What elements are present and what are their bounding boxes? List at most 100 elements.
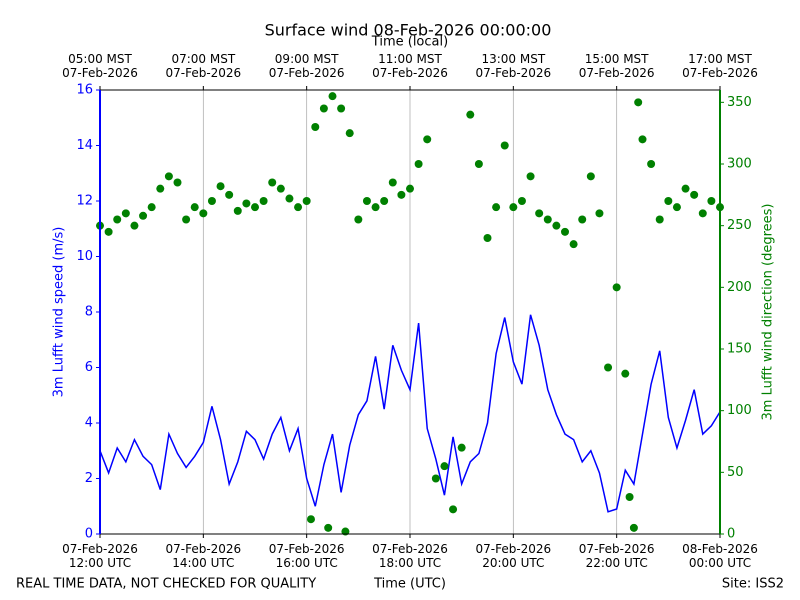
direction-point	[328, 92, 337, 101]
direction-point	[190, 203, 199, 212]
direction-point	[216, 182, 225, 191]
x2-tick-label: 11:00 MST 07-Feb-2026	[372, 52, 448, 80]
x2-axis-title: Time (local)	[371, 35, 448, 50]
direction-point	[655, 215, 664, 224]
direction-point	[517, 197, 526, 205]
x2-tick-label: 05:00 MST 07-Feb-2026	[62, 52, 138, 80]
direction-point	[345, 129, 354, 138]
direction-point	[164, 172, 173, 181]
y-tick-label: 6	[85, 360, 93, 375]
direction-point	[268, 178, 277, 187]
direction-point	[276, 184, 285, 193]
y2-axis-title: 3m Lufft wind direction (degrees)	[761, 204, 776, 421]
direction-point	[552, 221, 561, 230]
direction-point	[681, 184, 690, 193]
direction-point	[500, 141, 509, 150]
direction-point	[449, 505, 458, 514]
direction-point	[535, 209, 544, 218]
y-tick-label: 2	[85, 471, 93, 486]
y-tick-label: 8	[85, 305, 93, 320]
y-tick-label: 14	[76, 138, 93, 153]
direction-point	[543, 215, 552, 224]
direction-point	[104, 227, 113, 236]
direction-point	[147, 203, 156, 212]
direction-point	[638, 135, 647, 144]
direction-point	[173, 178, 182, 187]
x-tick-label: 07-Feb-2026 20:00 UTC	[475, 542, 552, 570]
y-axis-title: 3m Lufft wind speed (m/s)	[52, 227, 67, 398]
direction-point	[139, 211, 148, 220]
direction-point	[285, 194, 294, 203]
direction-point	[337, 104, 346, 113]
x-tick-label: 07-Feb-2026 14:00 UTC	[165, 542, 242, 570]
direction-point	[259, 197, 268, 205]
direction-point	[207, 197, 216, 205]
y2-tick-label: 150	[727, 342, 752, 357]
direction-point	[474, 160, 483, 168]
y-tick-label: 4	[85, 416, 93, 431]
direction-point	[302, 197, 311, 205]
direction-point	[414, 160, 423, 168]
direction-point	[397, 190, 406, 199]
direction-point	[707, 197, 716, 205]
direction-point	[113, 215, 122, 224]
direction-point	[440, 462, 449, 471]
x2-tick-label: 13:00 MST 07-Feb-2026	[475, 52, 552, 80]
y-tick-label: 10	[76, 249, 93, 264]
x2-tick-label: 15:00 MST 07-Feb-2026	[578, 52, 655, 80]
direction-point	[466, 110, 475, 119]
speed-line	[99, 314, 721, 513]
y2-tick-label: 300	[727, 157, 752, 172]
direction-point	[625, 493, 634, 501]
y2-tick-label: 200	[727, 280, 752, 295]
direction-point	[509, 203, 518, 212]
direction-point	[311, 123, 320, 131]
y2-tick-label: 100	[727, 403, 752, 418]
direction-point	[388, 178, 397, 187]
direction-point	[319, 104, 328, 113]
x-tick-label: 07-Feb-2026 22:00 UTC	[578, 542, 655, 570]
direction-point	[561, 227, 569, 236]
y2-tick-label: 50	[727, 465, 744, 480]
direction-point	[371, 203, 380, 212]
direction-point	[526, 172, 535, 181]
chart-title: Surface wind 08-Feb-2026 00:00:00	[265, 21, 552, 40]
x2-tick-label: 09:00 MST 07-Feb-2026	[268, 52, 345, 80]
direction-point	[431, 474, 440, 483]
direction-point	[621, 369, 630, 378]
direction-point	[156, 184, 165, 193]
direction-point	[354, 215, 363, 224]
direction-point	[604, 363, 613, 372]
y2-tick-label: 350	[727, 95, 752, 110]
x-tick-label: 07-Feb-2026 18:00 UTC	[372, 542, 448, 570]
direction-point	[242, 199, 251, 208]
y2-tick-label: 0	[727, 527, 735, 542]
direction-point	[634, 98, 643, 107]
x2-tick-label: 17:00 MST 07-Feb-2026	[682, 52, 758, 80]
direction-point	[130, 221, 139, 230]
direction-point	[569, 240, 578, 249]
direction-point	[586, 172, 595, 181]
direction-point	[690, 190, 699, 199]
direction-point	[225, 190, 234, 199]
x2-tick-label: 07:00 MST 07-Feb-2026	[165, 52, 242, 80]
y-tick-label: 16	[76, 83, 93, 98]
direction-point	[324, 523, 333, 532]
direction-point	[457, 443, 466, 452]
x-tick-label: 08-Feb-2026 00:00 UTC	[682, 542, 758, 570]
direction-point	[629, 523, 638, 532]
direction-point	[380, 197, 389, 205]
direction-point	[647, 160, 656, 168]
direction-point	[483, 234, 492, 242]
x-tick-label: 07-Feb-2026 12:00 UTC	[62, 542, 138, 570]
y-tick-label: 12	[76, 194, 93, 209]
y-tick-label: 0	[85, 527, 93, 542]
direction-point	[672, 203, 681, 212]
direction-point	[294, 203, 303, 212]
direction-point	[362, 197, 371, 205]
direction-point	[492, 203, 501, 212]
direction-point	[233, 206, 242, 215]
y2-tick-label: 250	[727, 218, 752, 233]
direction-point	[406, 184, 414, 193]
